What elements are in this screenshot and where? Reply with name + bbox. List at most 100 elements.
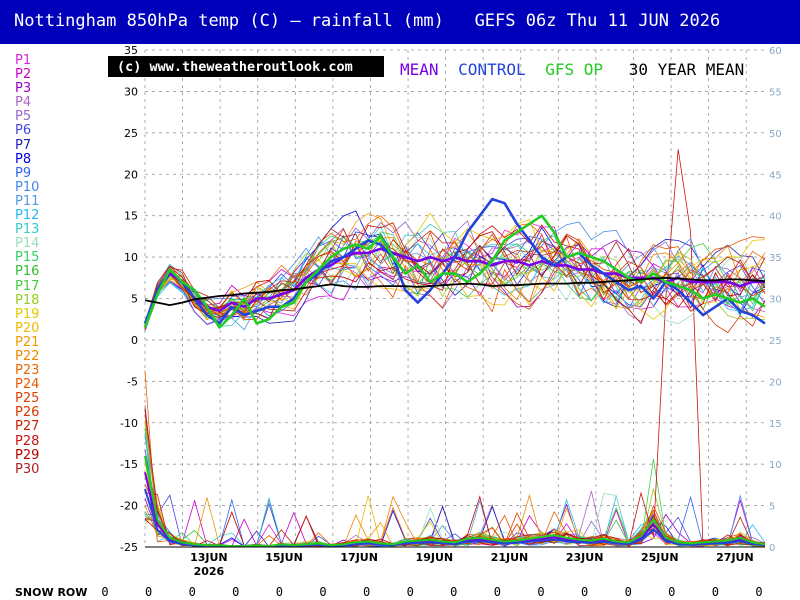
member-label-p29: P29 [15,447,40,463]
member-label-p11: P11 [15,193,40,209]
member-label-p25: P25 [15,391,40,407]
y-tick-label-right: 35 [769,253,782,264]
member-temp-line-p14 [144,236,766,332]
copyright-banner [108,56,384,77]
x-tick-label: 13JUN [190,551,228,564]
legend-control: CONTROL [458,60,525,79]
x-tick-label: 21JUN [491,551,529,564]
member-label-p24: P24 [15,377,40,393]
chart: -25 -20 -15 -10 -5 0 5 10 15 20 25 30 35 0 5 10 15 20 25 30… [108,44,782,578]
snow-value: 0 [406,585,414,599]
member-label-p18: P18 [15,292,40,308]
rainfall-lines [144,149,766,548]
member-label-p28: P28 [15,433,40,449]
member-label-p1: P1 [15,53,32,68]
y-tick-label-right: 15 [769,419,782,430]
member-label-p16: P16 [15,264,40,280]
y-tick-label-left: -10 [120,417,138,430]
member-label-p2: P2 [15,67,32,83]
ensemble-member-lines [144,210,766,334]
snow-value: 0 [362,585,371,599]
member-label-p14: P14 [15,236,40,252]
y-tick-label-right: 45 [769,170,782,181]
y-tick-label-left: 25 [124,127,138,140]
snow-value: 0 [319,585,327,599]
member-label-p5: P5 [15,109,32,125]
y-tick-label-right: 20 [769,377,782,388]
snow-value: 0 [101,585,109,599]
member-rain-line-p7 [144,410,766,548]
member-label-p26: P26 [15,405,40,421]
snow-value: 0 [188,585,196,599]
y-tick-label-right: 5 [769,502,775,513]
grid [144,49,765,548]
x-axis-year: 2026 [194,565,225,578]
snow-row-label: SNOW ROW [15,586,88,599]
y-tick-label-left: -25 [120,541,138,554]
title-bar: Nottingham 850hPa temp (C) – rainfall (m… [0,0,800,44]
y-tick-label-right: 10 [769,460,782,471]
snow-row: SNOW ROW 0 0 0 0 0 0 0 0 0 0 0 0 0 0 0 0 [0,584,800,600]
axes: -25 -20 -15 -10 -5 0 5 10 15 20 25 30 35 0 5 10 15 20 25 30… [120,44,782,578]
member-label-p7: P7 [15,137,32,153]
main-series-lines [143,197,766,548]
snow-value: 0 [624,585,632,599]
x-tick-label: 23JUN [566,551,604,564]
x-tick-label: 15JUN [265,551,303,564]
x-tick-label: 19JUN [416,551,454,564]
y-tick-label-left: 5 [131,293,138,306]
member-rain-line-p11 [144,436,766,548]
member-rain-line-p25 [144,484,766,548]
member-rain-line-p30 [144,408,766,547]
member-temp-line-p29 [144,231,766,325]
member-label-p23: P23 [15,363,40,379]
member-label-p21: P21 [15,334,40,350]
series-line-control [143,197,766,325]
y-tick-label-right: 40 [769,212,782,223]
member-label-p13: P13 [15,222,40,238]
x-tick-label: 25JUN [641,551,679,564]
y-tick-label-left: 30 [124,85,138,98]
snow-value: 0 [144,585,153,599]
y-tick-label-left: 15 [124,210,138,223]
member-label-p12: P12 [15,208,40,224]
snow-value: 0 [493,585,501,599]
member-temp-line-p5 [144,220,766,330]
rain-line-gfs-op [144,455,766,548]
member-label-p6: P6 [15,123,32,139]
y-tick-label-left: 20 [124,168,138,181]
snow-value: 0 [755,585,763,599]
y-tick-label-left: -20 [120,500,138,513]
member-label-p22: P22 [15,348,40,364]
snow-value: 0 [232,585,240,599]
member-label-p8: P8 [15,151,32,167]
y-tick-label-left: -5 [127,375,138,388]
legend-line: MEAN CONTROL GFS OP 30 YEAR MEAN [400,60,744,79]
snow-value: 0 [537,585,545,599]
member-label-p30: P30 [15,461,40,477]
member-label-p19: P19 [15,306,40,322]
y-tick-label-right: 60 [769,46,782,57]
member-temp-line-p7 [144,231,766,330]
member-temp-line-p25 [144,231,766,330]
y-tick-label-right: 25 [769,336,782,347]
y-tick-label-right: 55 [769,87,782,98]
y-tick-label-left: -15 [120,458,138,471]
snow-value: 0 [711,585,719,599]
snow-value: 0 [275,585,283,599]
copyright-text: (c) www.theweatheroutlook.com [117,59,353,75]
member-rain-line-p18 [144,488,766,547]
member-label-p15: P15 [15,250,40,266]
member-rain-line-p23 [144,370,766,547]
y-tick-label-left: 10 [124,251,138,264]
snow-value: 0 [450,585,458,599]
member-label-p4: P4 [15,95,32,111]
member-label-p17: P17 [15,278,40,294]
y-tick-label-left: 35 [124,44,138,57]
snow-value: 0 [580,585,589,599]
legend-mean: MEAN [400,60,439,79]
y-tick-label-right: 50 [769,129,782,140]
legend-gfs-op: GFS OP [545,60,603,79]
member-label-p9: P9 [15,165,32,181]
member-rain-line-p28 [144,149,766,547]
